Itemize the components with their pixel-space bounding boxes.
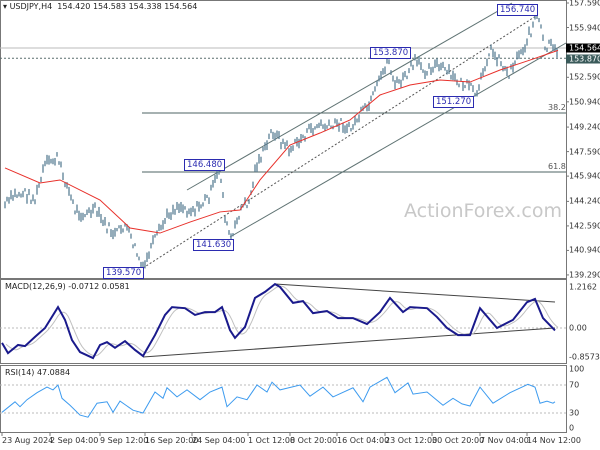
price-tick-label: 157.590 bbox=[569, 0, 600, 8]
swing-label: 146.480 bbox=[184, 159, 226, 172]
price-tick-label: 150.940 bbox=[569, 97, 600, 107]
time-tick-label: 24 Sep 04:00 bbox=[192, 436, 246, 445]
watermark: ActionForex.com bbox=[404, 200, 562, 222]
time-tick-label: 2 Sep 04:00 bbox=[50, 436, 99, 445]
macd-line bbox=[1, 282, 556, 360]
rsi-pane-frame bbox=[0, 365, 567, 433]
macd-lower-trendline bbox=[142, 327, 556, 358]
swing-label: 151.270 bbox=[433, 95, 475, 108]
price-tick-label: 142.590 bbox=[569, 221, 600, 231]
macd-tick-label: 1.2162 bbox=[569, 282, 597, 292]
rsi-tick-label: 70 bbox=[569, 380, 580, 390]
level-price-box: 153.870 bbox=[566, 54, 600, 64]
symbol: USDJPY,H4 bbox=[9, 2, 53, 11]
time-tick-label: 7 Nov 04:00 bbox=[480, 436, 529, 445]
open-price: 154.420 bbox=[57, 2, 91, 11]
current-price-box: 154.564 bbox=[566, 43, 600, 53]
swing-label: 153.870 bbox=[370, 47, 412, 60]
time-tick-label: 9 Sep 12:00 bbox=[100, 436, 149, 445]
time-tick-label: 16 Sep 20:00 bbox=[145, 436, 199, 445]
channel-lower-line bbox=[229, 42, 567, 238]
swing-label: 156.740 bbox=[497, 3, 539, 16]
price-bars bbox=[4, 14, 558, 271]
low-price: 154.338 bbox=[128, 2, 162, 11]
high-price: 154.583 bbox=[92, 2, 127, 11]
macd-pane-frame bbox=[0, 279, 567, 364]
collapse-arrow-icon[interactable]: ▾ bbox=[3, 2, 8, 11]
close-price: 154.564 bbox=[164, 2, 198, 11]
channel-upper-line bbox=[186, 2, 513, 191]
fib-label: 38.2 bbox=[548, 102, 566, 112]
macd-tick-label: -0.8573 bbox=[569, 352, 600, 362]
time-tick-label: 16 Oct 04:00 bbox=[337, 436, 390, 445]
moving-average-line bbox=[4, 49, 559, 234]
rsi-tick-label: 0 bbox=[569, 423, 575, 433]
time-tick-label: 23 Oct 12:00 bbox=[385, 436, 438, 445]
swing-label: 141.630 bbox=[193, 239, 235, 252]
price-tick-label: 149.240 bbox=[569, 122, 600, 132]
time-tick-label: 8 Oct 20:00 bbox=[290, 436, 338, 445]
time-tick-label: 1 Oct 12:00 bbox=[248, 436, 296, 445]
price-pane-frame bbox=[0, 0, 567, 279]
time-tick-label: 30 Oct 20:00 bbox=[432, 436, 485, 445]
price-tick-label: 145.940 bbox=[569, 171, 600, 181]
rsi-tick-label: 100 bbox=[569, 364, 585, 374]
price-tick-label: 152.590 bbox=[569, 72, 600, 82]
price-tick-label: 155.940 bbox=[569, 23, 600, 33]
price-tick-label: 147.590 bbox=[569, 147, 600, 157]
rsi-title: RSI(14) 47.0884 bbox=[5, 368, 71, 377]
time-tick-label: 14 Nov 12:00 bbox=[527, 436, 581, 445]
price-tick-label: 139.290 bbox=[569, 270, 600, 280]
price-tick-label: 140.940 bbox=[569, 245, 600, 255]
macd-tick-label: 0.00 bbox=[569, 323, 587, 333]
symbol-header: ▾ USDJPY,H4 154.420 154.583 154.338 154.… bbox=[3, 2, 197, 11]
macd-title: MACD(12,26,9) -0.0712 0.0581 bbox=[5, 282, 130, 291]
price-tick-label: 144.240 bbox=[569, 196, 600, 206]
channel-mid-line bbox=[142, 15, 537, 269]
swing-label: 139.570 bbox=[103, 266, 145, 279]
rsi-line bbox=[1, 376, 556, 418]
macd-upper-trendline bbox=[274, 283, 556, 303]
fib-label: 61.8 bbox=[548, 161, 566, 171]
time-tick-label: 23 Aug 2024 bbox=[2, 436, 54, 445]
rsi-tick-label: 30 bbox=[569, 408, 580, 418]
